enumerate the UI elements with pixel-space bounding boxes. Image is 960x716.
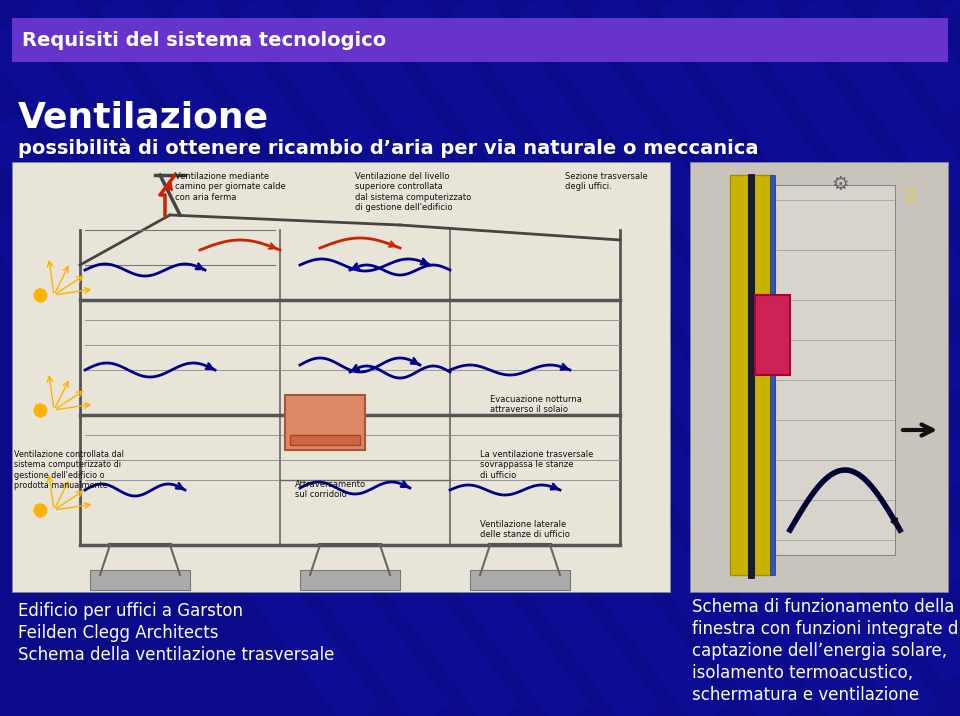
Text: Sezione trasversale
degli uffici.: Sezione trasversale degli uffici. [565,172,648,191]
Text: Requisiti del sistema tecnologico: Requisiti del sistema tecnologico [22,31,386,49]
Text: Schema di funzionamento della: Schema di funzionamento della [692,598,954,616]
Bar [748,174,754,578]
Text: finestra con funzioni integrate di: finestra con funzioni integrate di [692,620,960,638]
Text: Ventilazione controllata dal
sistema computerizzato di
gestione dell'edificio o
: Ventilazione controllata dal sistema com… [14,450,124,490]
Text: Feilden Clegg Architects: Feilden Clegg Architects [18,624,219,642]
Bar [290,435,360,445]
Text: captazione dell’energia solare,: captazione dell’energia solare, [692,642,948,660]
Text: Ventilazione del livello
superiore controllata
dal sistema computerizzato
di ges: Ventilazione del livello superiore contr… [355,172,471,212]
Bar [285,395,365,450]
Text: Evacuazione notturna
attraverso il solaio: Evacuazione notturna attraverso il solai… [490,395,582,415]
Text: Ventilazione laterale
delle stanze di ufficio: Ventilazione laterale delle stanze di uf… [480,520,570,539]
Text: Edificio per uffici a Garston: Edificio per uffici a Garston [18,602,243,620]
Text: La ventilazione trasversale
sovrappassa le stanze
di ufficio: La ventilazione trasversale sovrappassa … [480,450,593,480]
Text: Attraversamento
sul corridoio: Attraversamento sul corridoio [295,480,366,499]
Text: Schema della ventilazione trasversale: Schema della ventilazione trasversale [18,646,334,664]
Bar [90,570,190,590]
Bar [770,175,775,575]
Text: isolamento termoacustico,: isolamento termoacustico, [692,664,913,682]
Text: ⚙: ⚙ [831,175,849,195]
Text: 💡: 💡 [905,188,915,203]
Bar [690,162,948,592]
Bar [730,175,748,575]
Text: schermatura e ventilazione: schermatura e ventilazione [692,686,919,704]
Bar [755,295,790,375]
Bar [12,18,948,62]
Bar [775,185,895,555]
Bar [300,570,400,590]
Text: possibilità di ottenere ricambio d’aria per via naturale o meccanica: possibilità di ottenere ricambio d’aria … [18,138,758,158]
Bar [12,162,670,592]
Bar [754,175,772,575]
Text: Ventilazione: Ventilazione [18,100,269,134]
Text: Ventilazione mediante
camino per giornate calde
con aria ferma: Ventilazione mediante camino per giornat… [175,172,286,202]
Bar [470,570,570,590]
